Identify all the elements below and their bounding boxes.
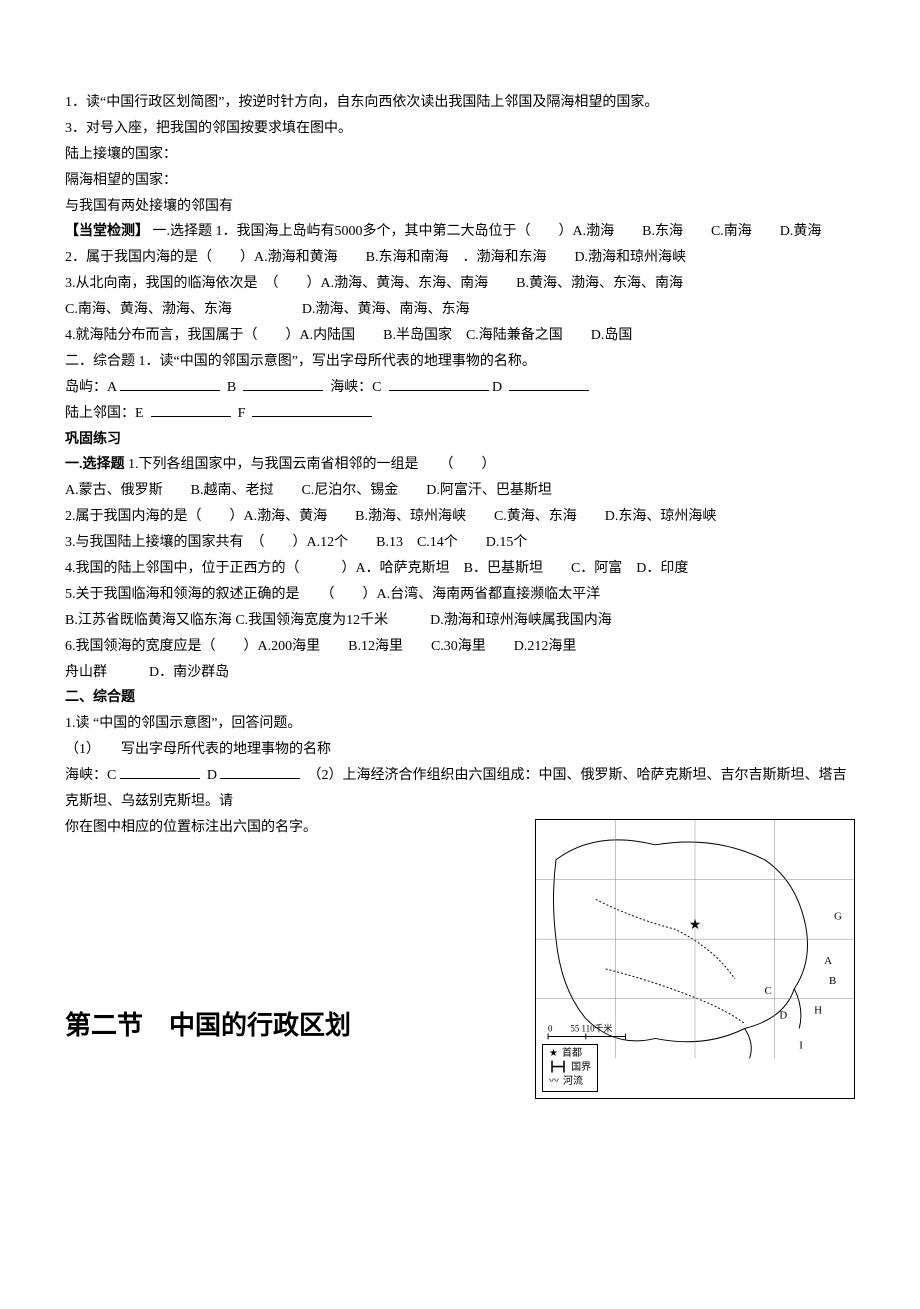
- consol-q1o: A.蒙古、俄罗斯 B.越南、老挝 C.尼泊尔、锡金 D.阿富汗、巴基斯坦: [65, 478, 855, 504]
- consol-q3: 3.与我国陆上接壤的国家共有 （ ）A.12个 B.13 C.14个 D.15个: [65, 530, 855, 556]
- legend-river-label: 河流: [563, 1075, 583, 1089]
- consol-title: 巩固练习: [65, 427, 855, 453]
- map-label-b: B: [829, 975, 836, 987]
- blank-d2[interactable]: [220, 764, 300, 779]
- check-row-1: 【当堂检测】 一.选择题 1．我国海上岛屿有5000多个，其中第二大岛位于（ ）…: [65, 219, 855, 245]
- check-q4: 4.就海陆分布而言，我国属于（ ）A.内陆国 B.半岛国家 C.海陆兼备之国 D…: [65, 323, 855, 349]
- check-sec1: 一.选择题: [153, 224, 213, 239]
- consol-q1: 1.下列各组国家中，与我国云南省相邻的一组是 （ ）: [128, 457, 496, 472]
- legend-river: 〰 河流: [549, 1075, 591, 1089]
- label-island-a: 岛屿：A: [65, 380, 116, 395]
- border-line-icon: ┣━┫: [549, 1061, 567, 1075]
- blank-b[interactable]: [243, 376, 323, 391]
- legend-capital-label: 首都: [562, 1047, 582, 1061]
- consol-c1a: （1） 写出字母所代表的地理事物的名称: [65, 737, 855, 763]
- consol-sec2: 二、综合题: [65, 685, 855, 711]
- label-land-f: F: [238, 406, 246, 421]
- consol-c1b: 海峡：C D （2）上海经济合作组织由六国组成：中国、俄罗斯、哈萨克斯坦、吉尔吉…: [65, 763, 855, 815]
- map-label-h: H: [814, 1005, 822, 1017]
- consol-q2: 2.属于我国内海的是（ ）A.渤海、黄海 B.渤海、琼州海峡 C.黄海、东海 D…: [65, 504, 855, 530]
- check-q3b: C.南海、黄海、渤海、东海 D.渤海、黄海、南海、东海: [65, 297, 855, 323]
- blank-a[interactable]: [120, 376, 220, 391]
- intro-line-land: 陆上接壤的国家：: [65, 142, 855, 168]
- check-q3: 3.从北向南，我国的临海依次是 （ ）A.渤海、黄海、东海、南海 B.黄海、渤海…: [65, 271, 855, 297]
- coast-1: [794, 989, 801, 1029]
- check-c1: 1．读“中国的邻国示意图”，写出字母所代表的地理事物的名称。: [139, 354, 536, 369]
- capital-star: ★: [689, 918, 701, 933]
- map-label-c: C: [765, 985, 772, 997]
- check-title: 【当堂检测】: [65, 224, 149, 239]
- blank-e[interactable]: [151, 402, 231, 417]
- legend-border-label: 国界: [571, 1061, 591, 1075]
- consol-q6: 6.我国领海的宽度应是（ ）A.200海里 B.12海里 C.30海里 D.21…: [65, 634, 855, 660]
- consol-q4: 4.我国的陆上邻国中，位于正西方的（ ）A．哈萨克斯坦 B．巴基斯坦 C．阿富 …: [65, 556, 855, 582]
- check-q1: 1．我国海上岛屿有5000多个，其中第二大岛位于（ ）A.渤海 B.东海 C.南…: [216, 224, 822, 239]
- label-strait-d: D: [492, 380, 502, 395]
- blank-d[interactable]: [509, 376, 589, 391]
- map-label-g: G: [834, 910, 842, 922]
- label-strait-c: 海峡：C: [330, 380, 381, 395]
- scale-bar: 0 55 110千米: [548, 1022, 625, 1039]
- river-2: [606, 969, 745, 1024]
- consol-q5: 5.关于我国临海和领海的叙述正确的是 （ ）A.台湾、海南两省都直接濒临太平洋: [65, 582, 855, 608]
- check-sec2: 二．综合题: [65, 354, 135, 369]
- consol-sec1: 一.选择题: [65, 457, 125, 472]
- blank-f[interactable]: [252, 402, 372, 417]
- label-land-e: 陆上邻国：E: [65, 406, 144, 421]
- consol-q5b: B.江苏省既临黄海又临东海 C.我国领海宽度为12千米 D.渤海和琼州海峡属我国…: [65, 608, 855, 634]
- intro-q1: 1．读“中国行政区划简图”，按逆时针方向，自东向西依次读出我国陆上邻国及隔海相望…: [65, 90, 855, 116]
- china-neighbors-map: ★ G A B H I C D 0 55 110千米 ★ 首都 ┣━┫ 国界 〰…: [535, 819, 855, 1099]
- map-label-d: D: [779, 1010, 787, 1022]
- intro-q3: 3．对号入座，把我国的邻国按要求填在图中。: [65, 116, 855, 142]
- scale-text: 0 55 110千米: [548, 1022, 612, 1033]
- map-legend: ★ 首都 ┣━┫ 国界 〰 河流: [542, 1044, 598, 1092]
- check-c1-blanks: 岛屿：A B 海峡：C D: [65, 375, 855, 401]
- coast-2: [745, 1028, 752, 1058]
- legend-border: ┣━┫ 国界: [549, 1061, 591, 1075]
- map-label-a: A: [824, 955, 832, 967]
- label-island-b: B: [227, 380, 236, 395]
- intro-line-sea: 隔海相望的国家：: [65, 168, 855, 194]
- intro-line-two: 与我国有两处接壤的邻国有: [65, 194, 855, 220]
- check-c1-blanks2: 陆上邻国：E F: [65, 401, 855, 427]
- river-line-icon: 〰: [549, 1075, 559, 1089]
- china-outline: [554, 840, 808, 1042]
- consol-c1: 1.读 “中国的邻国示意图”，回答问题。: [65, 711, 855, 737]
- consol-sec1-row: 一.选择题 1.下列各组国家中，与我国云南省相邻的一组是 （ ）: [65, 452, 855, 478]
- star-icon: ★: [549, 1047, 558, 1061]
- map-label-i: I: [799, 1039, 803, 1051]
- blank-c2[interactable]: [120, 764, 200, 779]
- label-strait-c2: 海峡：C: [65, 768, 116, 783]
- blank-c[interactable]: [389, 376, 489, 391]
- check-q2: 2．属于我国内海的是（ ）A.渤海和黄海 B.东海和南海 ．渤海和东海 D.渤海…: [65, 245, 855, 271]
- legend-capital: ★ 首都: [549, 1047, 591, 1061]
- label-strait-d2: D: [207, 768, 217, 783]
- consol-q6b: 舟山群 D．南沙群岛: [65, 660, 855, 686]
- check-sec2-row: 二．综合题 1．读“中国的邻国示意图”，写出字母所代表的地理事物的名称。: [65, 349, 855, 375]
